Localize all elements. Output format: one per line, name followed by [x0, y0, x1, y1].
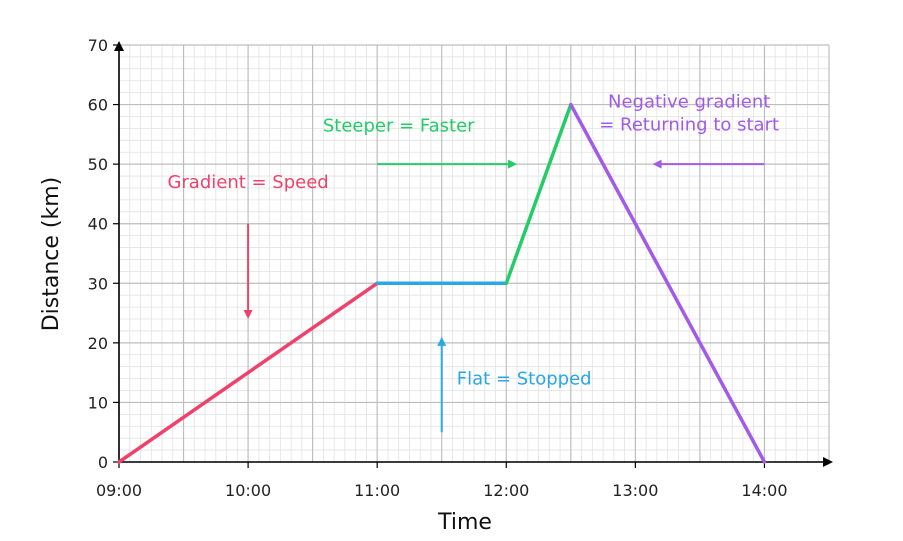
annotation-arrow-head	[243, 310, 253, 320]
y-axis-arrowhead	[114, 41, 124, 51]
annotations: Gradient = Speed Steeper = Faster Flat = S…	[167, 92, 779, 390]
annotation-arrow-head	[508, 159, 518, 169]
x-tick-label: 12:00	[483, 481, 529, 500]
y-tick-label: 0	[98, 453, 108, 472]
x-tick-label: 09:00	[96, 481, 142, 500]
annotation-text: Gradient = Speed	[167, 172, 328, 193]
x-tick-label: 11:00	[354, 481, 400, 500]
x-tick-label: 10:00	[225, 481, 271, 500]
x-axis-label: Time	[437, 510, 492, 535]
y-tick-label: 50	[88, 155, 108, 174]
annotation-text: = Returning to start	[599, 115, 779, 136]
annotation-arrow-head	[437, 336, 447, 346]
y-tick-label: 40	[88, 215, 108, 234]
annotation-text: Flat = Stopped	[457, 369, 592, 390]
annotation-arrows	[243, 159, 765, 433]
y-tick-label: 60	[88, 96, 108, 115]
x-tick-label: 13:00	[612, 481, 658, 500]
y-tick-label: 20	[88, 334, 108, 353]
series-line-segment	[117, 281, 379, 464]
y-axis-label: Distance (km)	[39, 177, 64, 332]
axes	[114, 41, 833, 467]
annotation-arrow-head	[652, 159, 662, 169]
series-line-segment	[569, 102, 767, 464]
y-tick-label: 10	[88, 393, 108, 412]
y-tick-label: 30	[88, 274, 108, 293]
x-tick-label: 14:00	[741, 481, 787, 500]
x-axis-arrowhead	[823, 457, 833, 467]
series-lines	[117, 102, 767, 464]
tick-labels: 09:00 10:00 11:00 12:00 13:00 14:00 0 10 20 30 40 5…	[88, 36, 788, 500]
series-line-segment	[504, 102, 573, 286]
annotation-text: Negative gradient	[608, 92, 770, 113]
y-tick-label: 70	[88, 36, 108, 55]
annotation-text: Steeper = Faster	[323, 115, 475, 136]
